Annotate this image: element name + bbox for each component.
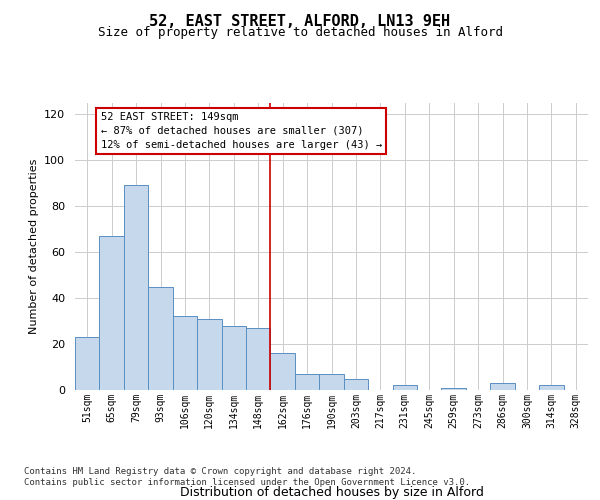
Y-axis label: Number of detached properties: Number of detached properties (29, 158, 38, 334)
Bar (295, 374, 319, 390)
Bar (75, 337, 100, 390)
Bar (246, 328, 271, 390)
Text: 52, EAST STREET, ALFORD, LN13 9EH: 52, EAST STREET, ALFORD, LN13 9EH (149, 14, 451, 29)
Text: Contains HM Land Registry data © Crown copyright and database right 2024.: Contains HM Land Registry data © Crown c… (24, 467, 416, 476)
Text: Contains public sector information licensed under the Open Government Licence v3: Contains public sector information licen… (24, 478, 470, 487)
Bar (392, 386, 417, 390)
Bar (173, 316, 197, 390)
Text: Size of property relative to detached houses in Alford: Size of property relative to detached ho… (97, 26, 503, 39)
Bar (271, 353, 295, 390)
Bar (197, 318, 221, 390)
Bar (124, 186, 148, 390)
Text: 52 EAST STREET: 149sqm
← 87% of detached houses are smaller (307)
12% of semi-de: 52 EAST STREET: 149sqm ← 87% of detached… (101, 112, 382, 150)
X-axis label: Distribution of detached houses by size in Alford: Distribution of detached houses by size … (179, 486, 484, 500)
Bar (442, 388, 466, 390)
Bar (148, 286, 173, 390)
Bar (221, 326, 246, 390)
Bar (319, 374, 344, 390)
Bar (539, 386, 563, 390)
Bar (344, 378, 368, 390)
Bar (490, 383, 515, 390)
Bar (100, 236, 124, 390)
